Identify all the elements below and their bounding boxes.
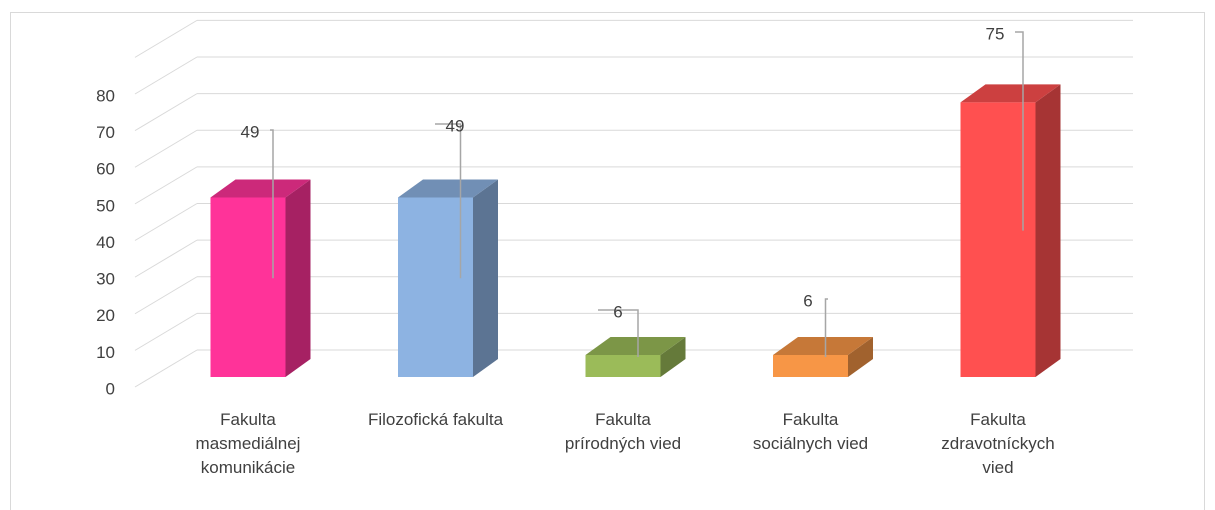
x-tick-label: Fakulta zdravotníckych vied bbox=[941, 410, 1055, 477]
y-tick-label: 40 bbox=[96, 233, 115, 252]
data-label: 75 bbox=[986, 24, 1005, 43]
grid-line bbox=[134, 203, 198, 241]
bar bbox=[960, 84, 1061, 377]
bar-side bbox=[473, 179, 498, 377]
bar bbox=[210, 179, 311, 377]
grid-line bbox=[134, 166, 198, 205]
data-label: 49 bbox=[446, 116, 465, 135]
y-tick-label: 30 bbox=[96, 270, 115, 289]
bar-side bbox=[1035, 84, 1061, 377]
grid-line bbox=[134, 312, 198, 351]
leader-line bbox=[598, 309, 639, 358]
x-tick-label: Fakulta masmediálnej komunikácie bbox=[195, 410, 301, 477]
bar bbox=[773, 337, 873, 377]
x-tick-label: Filozofická fakulta bbox=[367, 410, 504, 429]
bar-side bbox=[848, 337, 873, 377]
grid-line bbox=[134, 129, 198, 168]
y-tick-label: 70 bbox=[96, 123, 115, 142]
bar-front bbox=[398, 197, 473, 377]
x-tick-label: Fakulta prírodných vied bbox=[564, 410, 682, 453]
bar-top bbox=[398, 179, 498, 198]
bar-top bbox=[585, 337, 686, 356]
grid-line-top bbox=[134, 19, 198, 58]
bar-side bbox=[660, 337, 686, 377]
x-tick-label: Fakulta sociálnych vied bbox=[752, 410, 869, 453]
bar-top bbox=[773, 337, 873, 356]
bar-side bbox=[285, 179, 311, 377]
data-label: 49 bbox=[241, 122, 260, 141]
grid-line bbox=[134, 93, 198, 132]
grid-line bbox=[134, 239, 198, 278]
bar bbox=[585, 337, 686, 377]
bar bbox=[398, 179, 498, 377]
grid-line bbox=[134, 56, 198, 95]
leader-line bbox=[435, 123, 462, 279]
bar-front bbox=[773, 355, 848, 377]
chart-border bbox=[10, 12, 1205, 510]
bar-front bbox=[210, 197, 286, 377]
bar-front bbox=[960, 102, 1036, 377]
leader-line bbox=[824, 298, 828, 358]
y-tick-label: 50 bbox=[96, 196, 115, 215]
bar-top bbox=[960, 84, 1061, 103]
leader-line bbox=[270, 129, 274, 279]
y-tick-label: 80 bbox=[96, 86, 115, 105]
y-tick-label: 0 bbox=[106, 379, 115, 398]
grid-line bbox=[134, 349, 198, 388]
data-label: 6 bbox=[613, 302, 622, 321]
data-label: 6 bbox=[803, 291, 812, 310]
bar-front bbox=[585, 355, 661, 377]
y-tick-label: 20 bbox=[96, 306, 115, 325]
bar-top bbox=[210, 179, 311, 198]
y-tick-label: 60 bbox=[96, 160, 115, 179]
grid-line bbox=[134, 276, 198, 315]
leader-line bbox=[1015, 31, 1024, 231]
y-tick-label: 10 bbox=[96, 343, 115, 362]
